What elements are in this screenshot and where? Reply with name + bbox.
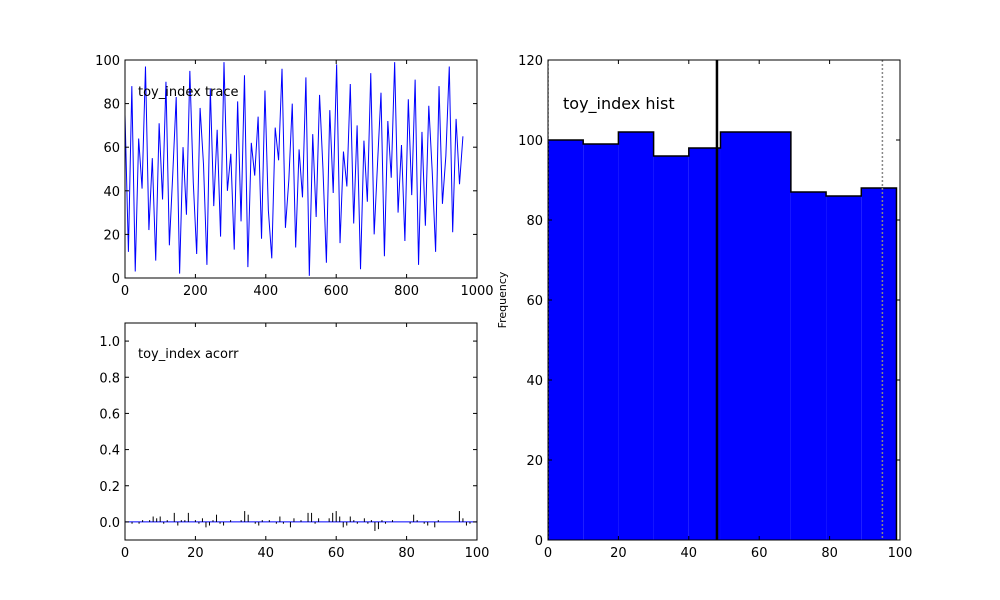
trace-series [125, 62, 464, 276]
acorr-panel: 0 20 40 60 80 100 0.0 0.2 0.4 0.6 0.8 1.0 toy_inde… [99, 322, 490, 561]
y-tick-label: 40 [103, 185, 120, 200]
hist-bar [548, 140, 584, 540]
hist-outline [548, 131, 898, 540]
y-tick-label: 40 [526, 374, 543, 389]
y-tick-label: 100 [518, 134, 543, 149]
x-tick-label: 80 [821, 546, 838, 561]
acorr-plot-area [125, 323, 477, 540]
x-tick-label: 60 [751, 546, 768, 561]
hist-title: toy_index hist [563, 94, 675, 114]
x-tick-label: 200 [183, 284, 208, 299]
acorr-frame [124, 322, 478, 541]
x-tick-label: 20 [187, 546, 204, 561]
x-tick-label: 600 [324, 284, 349, 299]
x-tick-label: 0 [121, 546, 129, 561]
hist-panel: 0 20 40 60 80 100 0 20 40 60 80 100 120 toy_index h… [496, 54, 912, 561]
hist-y-axis: 0 20 40 60 80 100 120 [518, 54, 900, 549]
y-tick-label: 0.0 [99, 516, 120, 531]
y-tick-label: 20 [103, 228, 120, 243]
hist-y-label: Frequency [496, 271, 509, 328]
y-tick-label: 1.0 [99, 335, 120, 350]
trace-line [125, 62, 464, 276]
trace-panel: 0 200 400 600 800 1000 0 20 40 60 80 100 toy_index… [95, 54, 493, 299]
x-tick-label: 20 [610, 546, 627, 561]
x-tick-label: 100 [465, 546, 490, 561]
trace-x-axis: 0 200 400 600 800 1000 [121, 60, 494, 299]
acorr-bars [125, 511, 477, 531]
y-tick-label: 0.6 [99, 407, 120, 422]
x-tick-label: 80 [398, 546, 415, 561]
y-tick-label: 20 [526, 454, 543, 469]
y-tick-label: 120 [518, 54, 543, 69]
y-tick-label: 0 [535, 534, 543, 549]
x-tick-label: 800 [394, 284, 419, 299]
hist-bar [861, 188, 897, 540]
hist-x-axis: 0 20 40 60 80 100 [544, 60, 913, 561]
hist-bar [688, 148, 721, 540]
x-tick-label: 1000 [460, 284, 493, 299]
y-tick-label: 0.8 [99, 371, 120, 386]
y-tick-label: 60 [103, 141, 120, 156]
hist-bar [826, 196, 862, 540]
y-tick-label: 80 [103, 98, 120, 113]
acorr-y-axis: 0.0 0.2 0.4 0.6 0.8 1.0 [99, 335, 477, 531]
x-tick-label: 40 [681, 546, 698, 561]
x-tick-label: 0 [121, 284, 129, 299]
x-tick-label: 60 [328, 546, 345, 561]
x-tick-label: 400 [253, 284, 278, 299]
y-tick-label: 0.4 [99, 444, 120, 459]
y-tick-label: 0 [112, 272, 120, 287]
trace-title: toy_index trace [138, 85, 239, 100]
trace-frame [124, 59, 478, 279]
trace-y-axis: 0 20 40 60 80 100 [95, 54, 477, 287]
hist-bars [548, 60, 898, 540]
x-tick-label: 40 [258, 546, 275, 561]
hist-bar [653, 156, 689, 540]
y-tick-label: 80 [526, 214, 543, 229]
y-tick-label: 0.2 [99, 480, 120, 495]
acorr-x-axis: 0 20 40 60 80 100 [121, 323, 490, 561]
acorr-title: toy_index acorr [138, 347, 239, 362]
hist-bar [618, 132, 654, 540]
x-tick-label: 100 [888, 546, 913, 561]
y-tick-label: 60 [526, 294, 543, 309]
hist-bar [790, 192, 827, 540]
x-tick-label: 0 [544, 546, 552, 561]
hist-bar [720, 132, 791, 540]
y-tick-label: 100 [95, 54, 120, 69]
hist-bar [583, 144, 619, 540]
